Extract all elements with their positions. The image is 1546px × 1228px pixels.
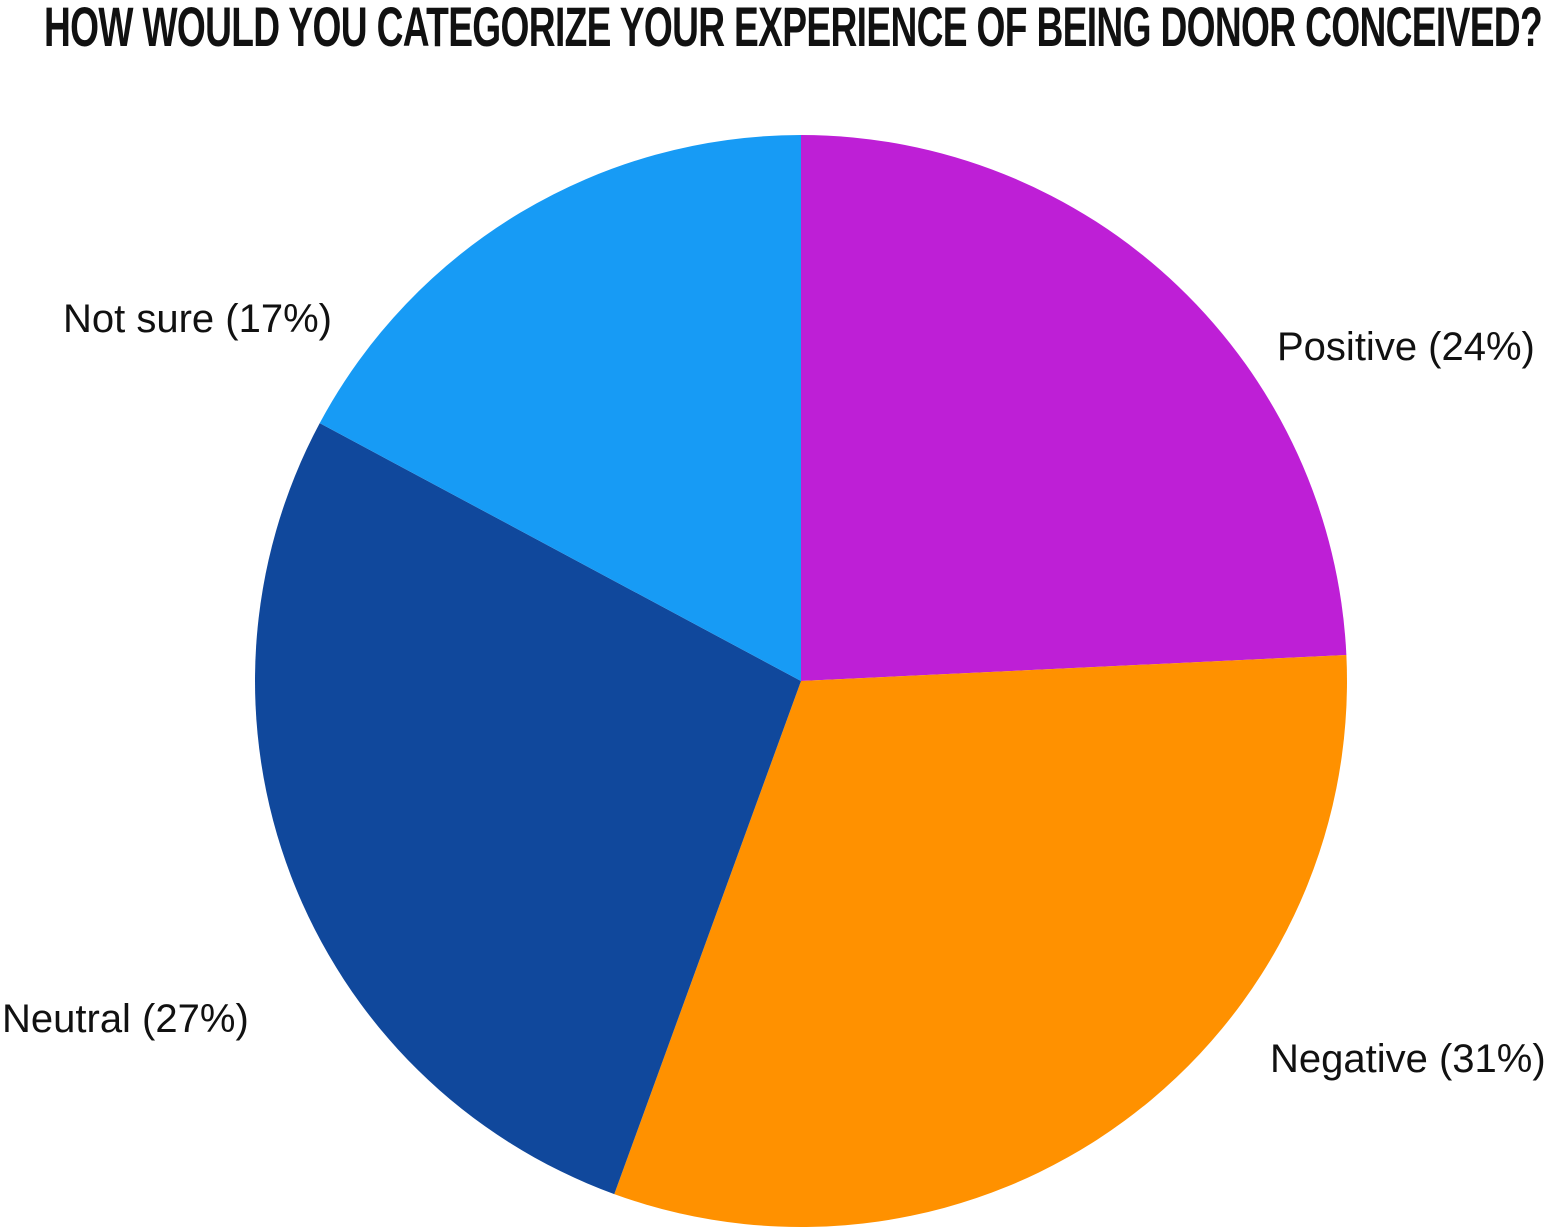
slice-label-neutral: Neutral (27%) [2, 997, 249, 1041]
slice-label-positive: Positive (24%) [1277, 325, 1535, 369]
pie-slice-not-sure [319, 135, 801, 681]
chart-title: HOW WOULD YOU CATEGORIZE YOUR EXPERIENCE… [44, 0, 1542, 58]
slice-label-negative: Negative (31%) [1270, 1037, 1546, 1081]
pie-slice-positive [801, 135, 1347, 681]
pie-slices [255, 135, 1347, 1227]
pie-slice-negative [614, 655, 1347, 1227]
pie-slice-neutral [255, 423, 802, 1195]
slice-label-not-sure: Not sure (17%) [63, 297, 332, 341]
